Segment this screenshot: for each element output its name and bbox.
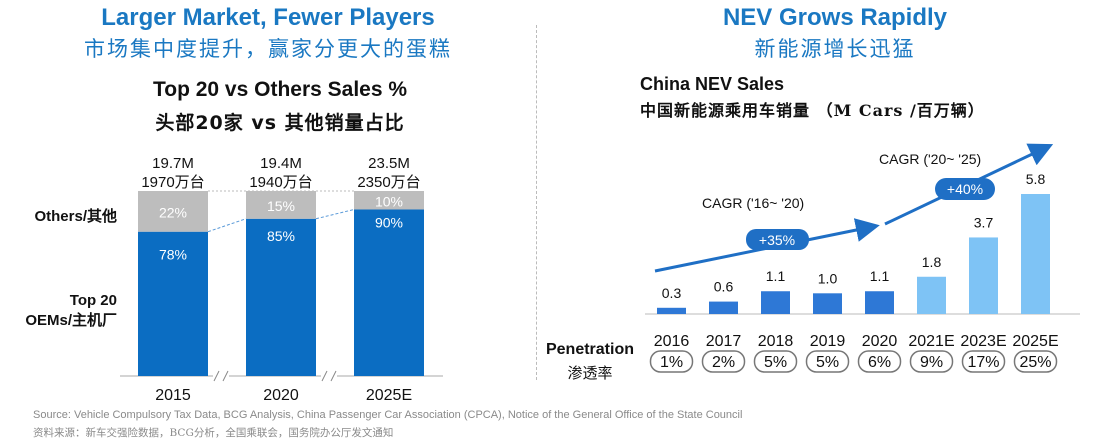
total-label-zh: 2350万台 (357, 174, 420, 191)
total-label-zh: 1970万台 (141, 174, 204, 191)
cagr-badge-2 (935, 178, 995, 200)
x-tick-label: 2018 (758, 333, 794, 350)
nev-bar-2025E (1021, 194, 1050, 314)
penetration-label-zh: 渗透率 (567, 364, 613, 382)
x-tick-label: 2025E (1012, 333, 1058, 350)
penetration-pill (961, 350, 1006, 373)
source-note-zh: 资料来源：新车交强险数据，BCG分析，全国乘联会，国务院办公厅发文通知 (33, 427, 394, 439)
nev-value-label: 0.3 (662, 285, 682, 301)
legend-others: Others/其他 (34, 207, 117, 225)
source-note: Source: Vehicle Compulsory Tax Data, BCG… (33, 409, 743, 421)
top20-share-chart: 22% 78% 19.7M 1970万台 2015 15% 85% 19.4M 1940万台 20… (25, 155, 443, 404)
nev-bar-2018 (761, 291, 790, 314)
cagr-badge-1 (746, 229, 809, 250)
bar-top20-2025E (354, 209, 424, 376)
axis-break-2 (321, 370, 328, 382)
axis-break-2-gap (321, 372, 337, 380)
nev-bar-2019 (813, 293, 842, 314)
left-title-zh: 市场集中度提升，赢家分更大的蛋糕 (84, 37, 452, 61)
total-label-zh: 1940万台 (249, 174, 312, 191)
nev-bar-2020 (865, 291, 894, 314)
penetration-value: 9% (920, 354, 943, 371)
axis-break-1-gap (213, 372, 229, 380)
x-tick-label: 2020 (263, 387, 299, 404)
top20-pct-label: 90% (375, 215, 403, 231)
penetration-pill (857, 350, 902, 373)
axis-break-1 (213, 370, 220, 382)
nev-sales-chart: 0.3 2016 1% 0.6 2017 2% 1.1 2018 5% 1.0 2019 5% 1.1 2… (645, 143, 1080, 373)
penetration-value: 17% (967, 354, 999, 371)
cagr-label-1: CAGR ('16~ '20) (702, 195, 804, 211)
legend-top20-line1: Top 20 (70, 292, 117, 309)
top20-pct-label: 78% (159, 247, 187, 263)
penetration-value: 1% (660, 354, 683, 371)
nev-value-label: 1.0 (818, 270, 838, 286)
x-tick-label: 2021E (908, 333, 954, 350)
right-title-zh: 新能源增长迅猛 (754, 37, 916, 61)
share-connector-line (315, 209, 355, 220)
nev-bar-2016 (657, 307, 686, 314)
penetration-pill (909, 350, 954, 373)
cagr-label-2: CAGR ('20~ '25) (879, 151, 981, 167)
x-tick-label: 2020 (862, 333, 898, 350)
x-tick-label: 2025E (366, 387, 412, 404)
x-tick-label: 2017 (706, 333, 742, 350)
nev-value-label: 1.1 (766, 268, 786, 284)
penetration-value: 5% (816, 354, 839, 371)
total-label: 19.4M (260, 155, 302, 172)
total-label: 19.7M (152, 155, 194, 172)
nev-bar-2023E (969, 237, 998, 314)
others-pct-label: 15% (267, 198, 295, 214)
right-chart-title-zh: 中国新能源乘用车销量 （M Cars /百万辆） (640, 101, 985, 120)
nev-bar-2021E (917, 276, 946, 314)
penetration-pill (649, 350, 694, 373)
others-pct-label: 10% (375, 193, 403, 209)
legend-top20-line2: OEMs/主机厂 (25, 311, 117, 329)
others-pct-label: 22% (159, 204, 187, 220)
bar-others-2015 (138, 191, 208, 232)
nev-value-label: 5.8 (1026, 171, 1046, 187)
right-chart-title: China NEV Sales (640, 74, 785, 94)
nev-value-label: 3.7 (974, 214, 994, 230)
x-tick-label: 2019 (810, 333, 846, 350)
axis-break-1-b (222, 370, 229, 382)
penetration-value: 2% (712, 354, 735, 371)
left-chart-title: Top 20 vs Others Sales % (152, 78, 408, 101)
right-title: NEV Grows Rapidly (722, 4, 948, 31)
cagr-badge-1-text: +35% (759, 232, 795, 248)
penetration-pill (1013, 350, 1058, 373)
bar-top20-2020 (246, 218, 316, 376)
penetration-pill (805, 350, 850, 373)
top20-pct-label: 85% (267, 228, 295, 244)
penetration-label: Penetration (545, 341, 634, 358)
left-title: Larger Market, Fewer Players (101, 4, 435, 31)
penetration-pill (701, 350, 746, 373)
bar-others-2020 (246, 191, 316, 219)
axis-break-2-b (330, 370, 337, 382)
bar-others-2025E (354, 191, 424, 210)
penetration-value: 6% (868, 354, 891, 371)
nev-value-label: 0.6 (714, 279, 734, 295)
penetration-value: 5% (764, 354, 787, 371)
left-chart-title-zh: 头部20家 vs 其他销量占比 (155, 112, 405, 134)
penetration-value: 25% (1019, 354, 1051, 371)
nev-bar-2017 (709, 301, 738, 314)
total-label: 23.5M (368, 155, 410, 172)
bar-top20-2015 (138, 231, 208, 376)
x-tick-label: 2016 (654, 333, 690, 350)
share-connector-line (207, 218, 247, 233)
panel-divider (536, 25, 537, 380)
x-tick-label: 2023E (960, 333, 1006, 350)
nev-value-label: 1.8 (922, 254, 942, 270)
nev-value-label: 1.1 (870, 268, 890, 284)
x-tick-label: 2015 (155, 387, 191, 404)
cagr-badge-2-text: +40% (947, 181, 983, 197)
penetration-pill (753, 350, 798, 373)
